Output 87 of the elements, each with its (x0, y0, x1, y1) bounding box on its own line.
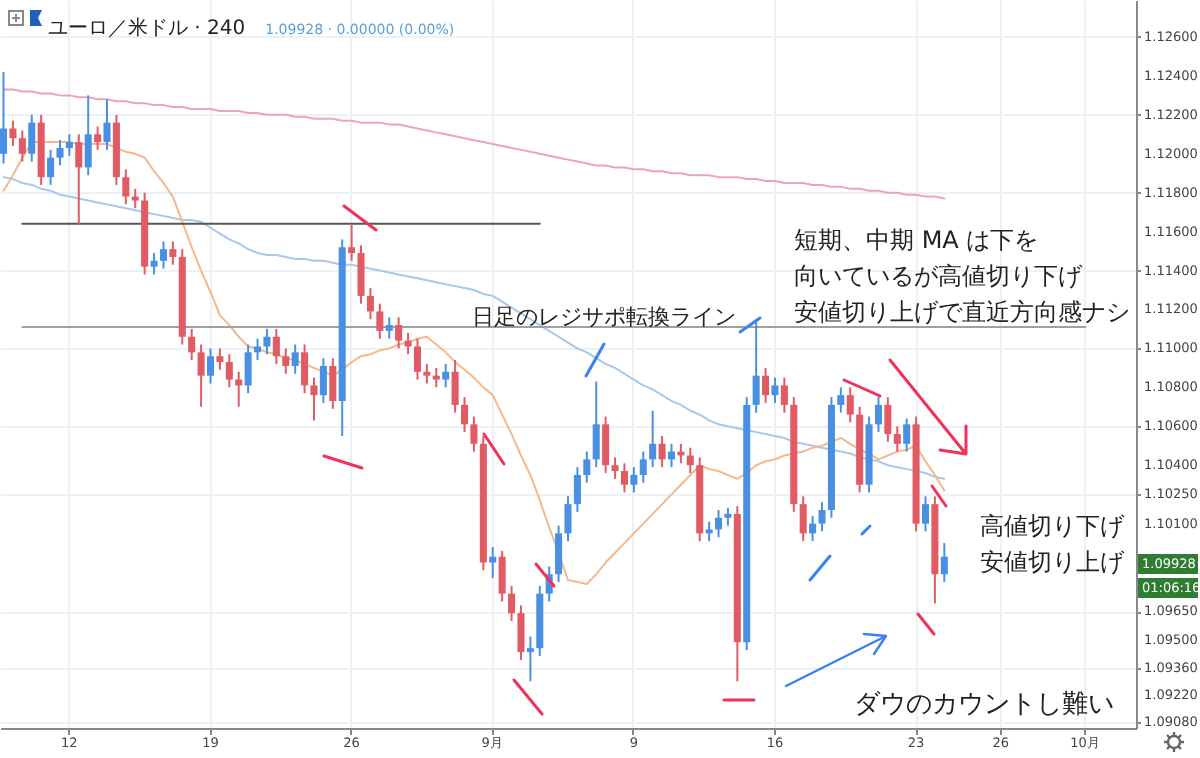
candlestick (188, 327, 196, 362)
candlestick (47, 148, 55, 186)
candlestick (555, 524, 563, 584)
candlestick (366, 287, 374, 321)
candlestick (874, 396, 882, 434)
candlestick (159, 240, 167, 270)
candlestick (771, 376, 779, 404)
candlestick (423, 363, 431, 385)
candlestick (329, 357, 337, 410)
candlestick (837, 386, 845, 414)
annotation: 日足のレジサポ転換ライン (472, 302, 736, 334)
candlestick (498, 549, 506, 603)
candlestick (197, 343, 205, 408)
candlestick (705, 520, 713, 543)
candlestick (348, 222, 356, 262)
candlestick (921, 495, 930, 533)
candlestick (225, 353, 233, 389)
candlestick (620, 462, 628, 494)
candlestick (818, 501, 826, 533)
candlestick (884, 396, 892, 443)
candlestick (602, 415, 610, 475)
candlestick (376, 302, 384, 340)
candlestick (508, 584, 516, 622)
candlestick (686, 446, 694, 475)
annotation: 短期、中期 MA は下を (794, 224, 1039, 256)
candlestick (573, 466, 581, 513)
candlestick (809, 514, 817, 543)
candlestick (254, 337, 262, 362)
candlestick (517, 604, 525, 661)
candlestick (432, 366, 440, 389)
candlestick (0, 71, 8, 165)
candlestick (291, 343, 299, 375)
candlestick (357, 244, 365, 305)
candlestick (103, 98, 111, 151)
candlestick (65, 133, 73, 157)
candlestick (630, 466, 638, 494)
candlestick (658, 435, 666, 469)
candlestick (28, 113, 36, 163)
candlestick (903, 417, 911, 453)
candlestick (272, 327, 280, 365)
candlestick (715, 508, 723, 539)
line-series (2, 88, 946, 200)
candlestick (18, 129, 26, 163)
candlestick (451, 359, 459, 414)
candlestick (489, 545, 497, 580)
annotation: 安値切り上げで直近方向感ナシ (794, 296, 1130, 328)
candlestick (150, 252, 158, 276)
candlestick (846, 386, 854, 424)
candlestick (56, 139, 64, 167)
candlestick (752, 318, 760, 414)
candlestick (94, 125, 102, 151)
candlestick (460, 396, 469, 434)
candlestick (216, 347, 224, 371)
candlestick (75, 133, 83, 225)
candlestick (893, 425, 901, 453)
candlestick (762, 366, 770, 404)
annotation: 向いているが高値切り下げ (794, 260, 1082, 292)
candlestick (385, 316, 393, 340)
candlestick (799, 495, 807, 543)
candlestick (583, 450, 591, 484)
candlestick (319, 357, 327, 404)
candlestick (611, 456, 619, 480)
candlestick (940, 542, 948, 584)
candlestick (639, 450, 647, 484)
annotation: 安値切り上げ (980, 546, 1124, 578)
candlestick (564, 495, 572, 543)
annotation: ダウのカウントし難い (854, 690, 1114, 722)
candlestick (395, 316, 403, 350)
candlestick (84, 94, 92, 177)
candlestick (310, 376, 318, 422)
candlestick (526, 635, 534, 683)
candlestick (442, 363, 450, 389)
candlestick (649, 409, 657, 469)
candlestick (9, 119, 17, 147)
text: ユーロ／米ドル · 240 (48, 18, 246, 40)
annotation: 高値切り下げ (980, 510, 1124, 542)
candlestick (263, 327, 271, 356)
candlestick (206, 347, 215, 385)
candlestick (780, 376, 788, 414)
candlestick (413, 337, 421, 381)
candlestick (470, 415, 478, 453)
candlestick (301, 343, 309, 395)
candlestick (244, 343, 252, 395)
candlestick (592, 380, 600, 469)
candlestick (169, 240, 177, 266)
candlestick (282, 347, 290, 375)
candlestick (122, 168, 130, 206)
